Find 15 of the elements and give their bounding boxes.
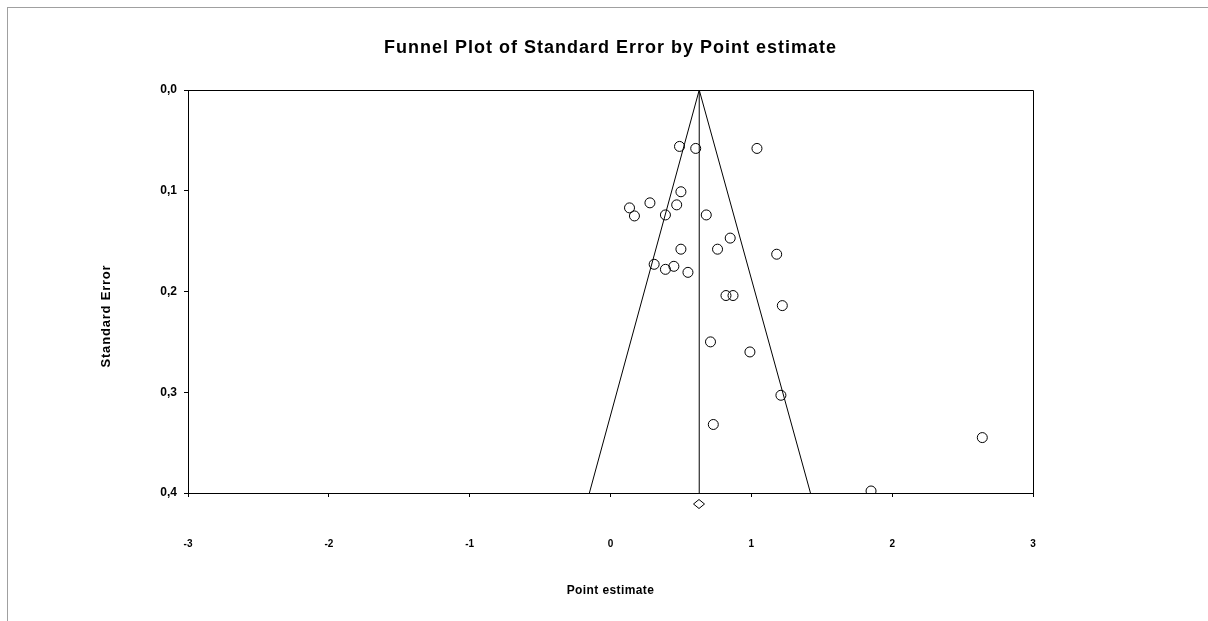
x-tick-label: 2	[889, 537, 896, 549]
y-tick-label: 0,4	[160, 485, 178, 500]
x-tick-label: 1	[748, 537, 755, 549]
x-tick-label: 3	[1030, 537, 1037, 549]
x-tick-label: -2	[324, 537, 334, 549]
x-axis-title: Point estimate	[565, 583, 656, 597]
x-tick-label: 0	[607, 537, 614, 549]
y-tick-label: 0,1	[160, 183, 178, 198]
x-tick-label: -3	[183, 537, 193, 549]
chart-title: Funnel Plot of Standard Error by Point estimate	[382, 37, 838, 58]
x-tick-label: -1	[465, 537, 475, 549]
y-tick-label: 0,3	[160, 384, 178, 399]
y-tick-label: 0,2	[160, 283, 178, 298]
y-axis-title: Standard Error	[98, 263, 114, 370]
y-tick-label: 0,0	[160, 82, 178, 97]
